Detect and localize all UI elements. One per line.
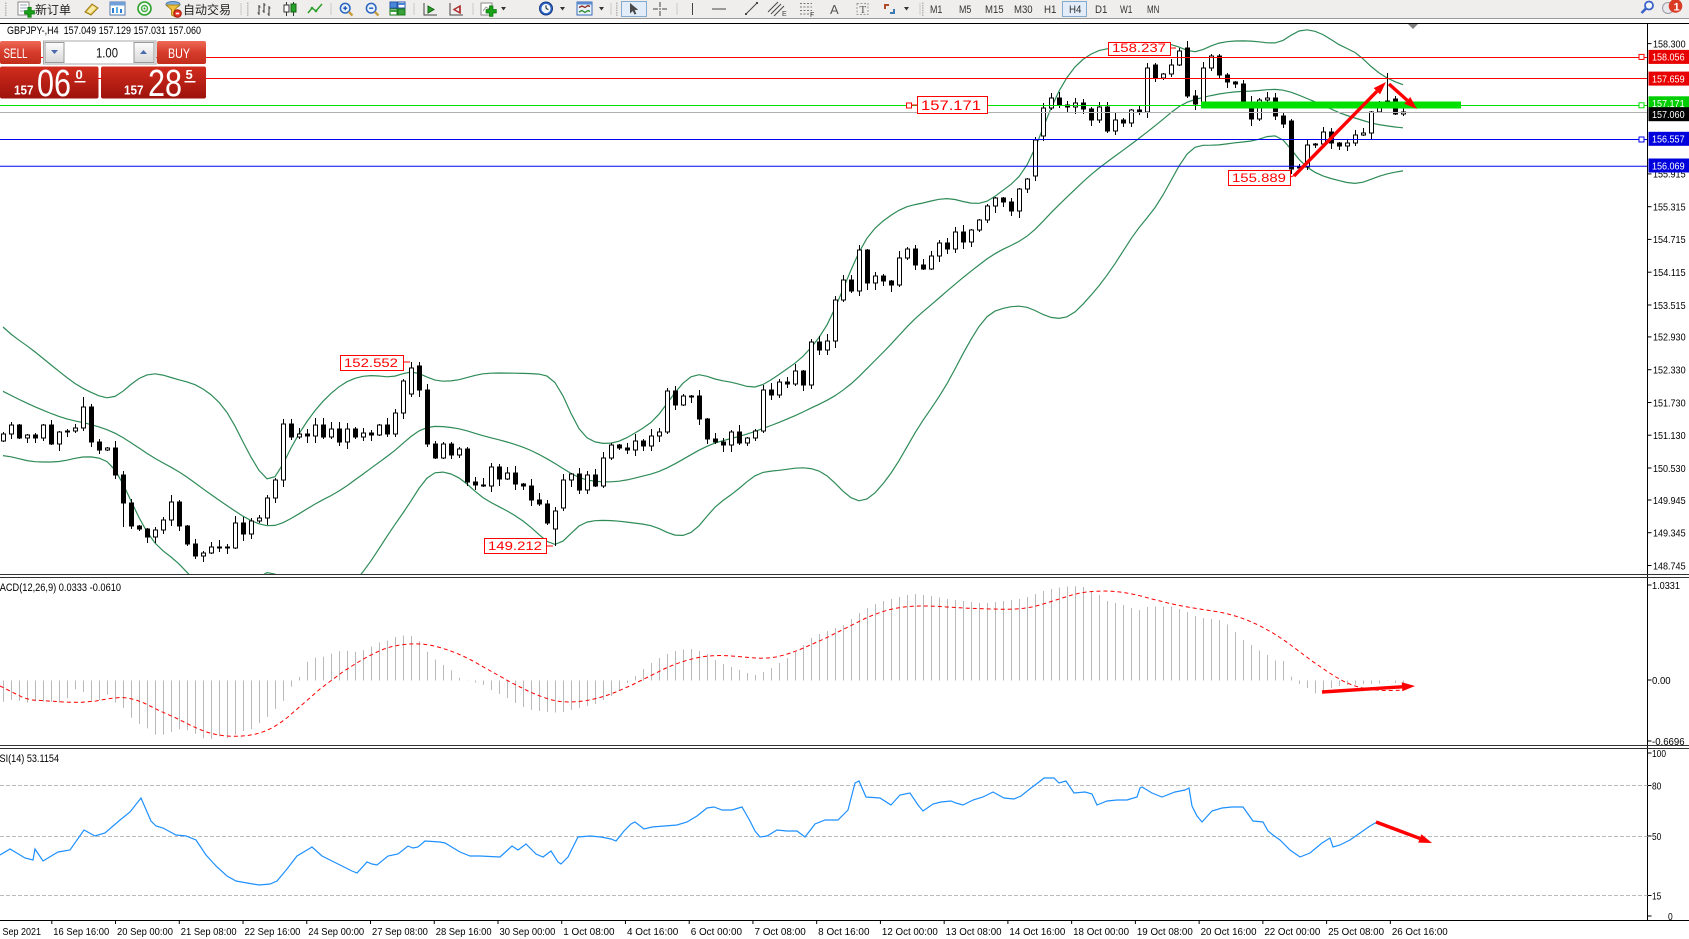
svg-text:12 Oct 00:00: 12 Oct 00:00 (882, 926, 938, 938)
svg-text:100: 100 (1652, 748, 1666, 760)
svg-text:152.330: 152.330 (1653, 365, 1686, 377)
svg-text:27 Sep 08:00: 27 Sep 08:00 (372, 926, 428, 938)
svg-text:156.069: 156.069 (1652, 160, 1685, 172)
svg-text:W1: W1 (1120, 4, 1132, 16)
svg-text:152.552: 152.552 (344, 356, 398, 370)
svg-text:0.00: 0.00 (1652, 675, 1671, 687)
svg-text:SELL: SELL (4, 45, 28, 61)
svg-text:D1: D1 (1095, 4, 1107, 16)
svg-text:8 Oct 16:00: 8 Oct 16:00 (818, 926, 869, 938)
svg-text:06: 06 (37, 63, 71, 105)
svg-text:19 Oct 08:00: 19 Oct 08:00 (1137, 926, 1193, 938)
svg-text:15 Sep 2021: 15 Sep 2021 (0, 926, 41, 938)
svg-text:20 Oct 16:00: 20 Oct 16:00 (1201, 926, 1257, 938)
svg-text:50: 50 (1652, 831, 1661, 843)
svg-text:157: 157 (124, 83, 144, 98)
svg-text:M30: M30 (1014, 4, 1033, 16)
svg-text:1.0331: 1.0331 (1652, 580, 1680, 592)
svg-text:1: 1 (1674, 2, 1680, 14)
svg-text:152.930: 152.930 (1653, 332, 1686, 344)
svg-text:RSI(14) 53.1154: RSI(14) 53.1154 (0, 753, 59, 765)
svg-text:155.315: 155.315 (1653, 202, 1686, 214)
svg-text:E: E (782, 11, 787, 18)
svg-text:MN: MN (1147, 4, 1159, 16)
svg-text:157.060: 157.060 (1652, 109, 1685, 121)
svg-text:148.745: 148.745 (1653, 560, 1686, 572)
svg-text:新订单: 新订单 (35, 2, 71, 17)
svg-text:28: 28 (148, 63, 182, 105)
svg-text:28 Sep 16:00: 28 Sep 16:00 (436, 926, 492, 938)
svg-text:M5: M5 (959, 4, 971, 16)
svg-text:-0.6696: -0.6696 (1652, 736, 1685, 748)
svg-text:MACD(12,26,9) 0.0333 -0.0610: MACD(12,26,9) 0.0333 -0.0610 (0, 582, 121, 594)
svg-text:157.171: 157.171 (921, 97, 981, 113)
svg-text:22 Oct 00:00: 22 Oct 00:00 (1264, 926, 1320, 938)
svg-text:18 Oct 00:00: 18 Oct 00:00 (1073, 926, 1129, 938)
svg-text:16 Sep 16:00: 16 Sep 16:00 (53, 926, 109, 938)
svg-text:149.945: 149.945 (1653, 495, 1686, 507)
svg-text:22 Sep 16:00: 22 Sep 16:00 (245, 926, 301, 938)
svg-text:157: 157 (14, 83, 34, 98)
svg-text:T: T (860, 4, 867, 16)
svg-text:149.345: 149.345 (1653, 528, 1686, 540)
svg-text:25 Oct 08:00: 25 Oct 08:00 (1328, 926, 1384, 938)
svg-text:H1: H1 (1044, 4, 1056, 16)
svg-text:80: 80 (1652, 780, 1661, 792)
svg-text:155.889: 155.889 (1232, 171, 1286, 185)
svg-text:A: A (830, 2, 839, 17)
svg-text:156.557: 156.557 (1652, 134, 1685, 146)
svg-text:13 Oct 08:00: 13 Oct 08:00 (946, 926, 1002, 938)
svg-text:6 Oct 00:00: 6 Oct 00:00 (691, 926, 742, 938)
svg-text:26 Oct 16:00: 26 Oct 16:00 (1392, 926, 1448, 938)
svg-text:0: 0 (1668, 911, 1673, 923)
svg-text:F: F (810, 12, 814, 19)
svg-text:157.171: 157.171 (1652, 98, 1685, 110)
svg-text:21 Sep 08:00: 21 Sep 08:00 (181, 926, 237, 938)
svg-text:158.056: 158.056 (1652, 52, 1685, 64)
svg-text:153.515: 153.515 (1653, 300, 1686, 312)
svg-text:自动交易: 自动交易 (183, 2, 231, 17)
svg-text:7 Oct 08:00: 7 Oct 08:00 (754, 926, 805, 938)
svg-text:151.730: 151.730 (1653, 397, 1686, 409)
svg-text:0: 0 (76, 67, 83, 82)
svg-text:158.237: 158.237 (1112, 41, 1166, 55)
svg-text:M15: M15 (985, 4, 1004, 16)
svg-text:H4: H4 (1069, 4, 1081, 16)
svg-text:149.212: 149.212 (488, 539, 542, 553)
svg-text:151.130: 151.130 (1653, 430, 1686, 442)
svg-text:M1: M1 (930, 4, 942, 16)
svg-text:14 Oct 16:00: 14 Oct 16:00 (1009, 926, 1065, 938)
svg-text:5: 5 (186, 67, 193, 82)
svg-text:15: 15 (1652, 890, 1661, 902)
svg-text:24 Sep 00:00: 24 Sep 00:00 (308, 926, 364, 938)
svg-text:GBPJPY-,H4 157.049 157.129 15: GBPJPY-,H4 157.049 157.129 157.031 157.0… (7, 25, 201, 37)
svg-text:157.659: 157.659 (1652, 73, 1685, 85)
svg-text:4 Oct 16:00: 4 Oct 16:00 (627, 926, 678, 938)
svg-text:BUY: BUY (168, 45, 190, 61)
svg-text:1 Oct 08:00: 1 Oct 08:00 (563, 926, 614, 938)
svg-text:1.00: 1.00 (96, 45, 118, 61)
svg-text:158.300: 158.300 (1653, 38, 1686, 50)
svg-text:154.715: 154.715 (1653, 234, 1686, 246)
svg-text:150.530: 150.530 (1653, 463, 1686, 475)
svg-text:30 Sep 00:00: 30 Sep 00:00 (499, 926, 555, 938)
svg-text:20 Sep 00:00: 20 Sep 00:00 (117, 926, 173, 938)
svg-text:154.115: 154.115 (1653, 267, 1686, 279)
